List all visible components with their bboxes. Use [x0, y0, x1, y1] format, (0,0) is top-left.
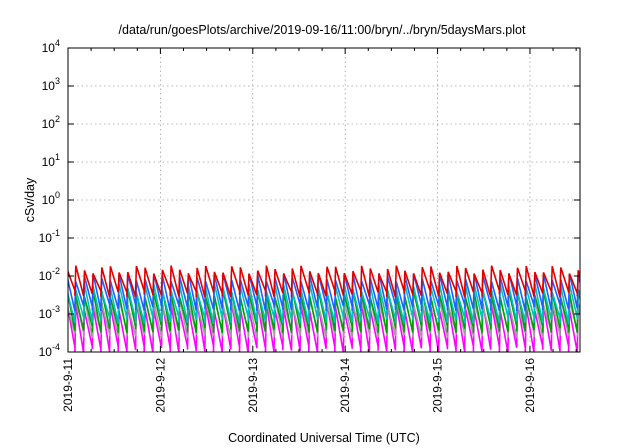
y-tick-label: 10-1 — [39, 228, 60, 245]
chart-title: /data/run/goesPlots/archive/2019-09-16/1… — [119, 23, 526, 37]
y-tick-label: 104 — [42, 38, 60, 55]
y-tick-label: 103 — [42, 76, 60, 93]
x-axis-label: Coordinated Universal Time (UTC) — [228, 431, 420, 445]
x-tick-label: 2019-9-16 — [523, 358, 537, 413]
series-line — [68, 265, 580, 298]
y-tick-label: 102 — [42, 114, 60, 131]
x-tick-label: 2019-9-11 — [61, 358, 75, 412]
y-tick-label: 10-3 — [39, 304, 60, 321]
y-tick-label: 100 — [42, 190, 60, 207]
axes: 10-4 10-3 10-2 10-1 100 101 102 103 104 2019-9-11… — [39, 38, 580, 413]
y-tick-label: 10-2 — [39, 266, 60, 283]
y-tick-label: 10-4 — [39, 342, 60, 359]
y-axis-label: cSv/day — [23, 177, 37, 222]
x-tick-label: 2019-9-13 — [246, 358, 260, 413]
plot-frame — [67, 47, 581, 353]
x-tick-label: 2019-9-12 — [153, 358, 167, 413]
x-tick-label: 2019-9-14 — [338, 358, 352, 413]
series-group — [68, 265, 580, 352]
x-tick-label: 2019-9-15 — [431, 358, 445, 413]
y-tick-label: 101 — [42, 152, 60, 169]
